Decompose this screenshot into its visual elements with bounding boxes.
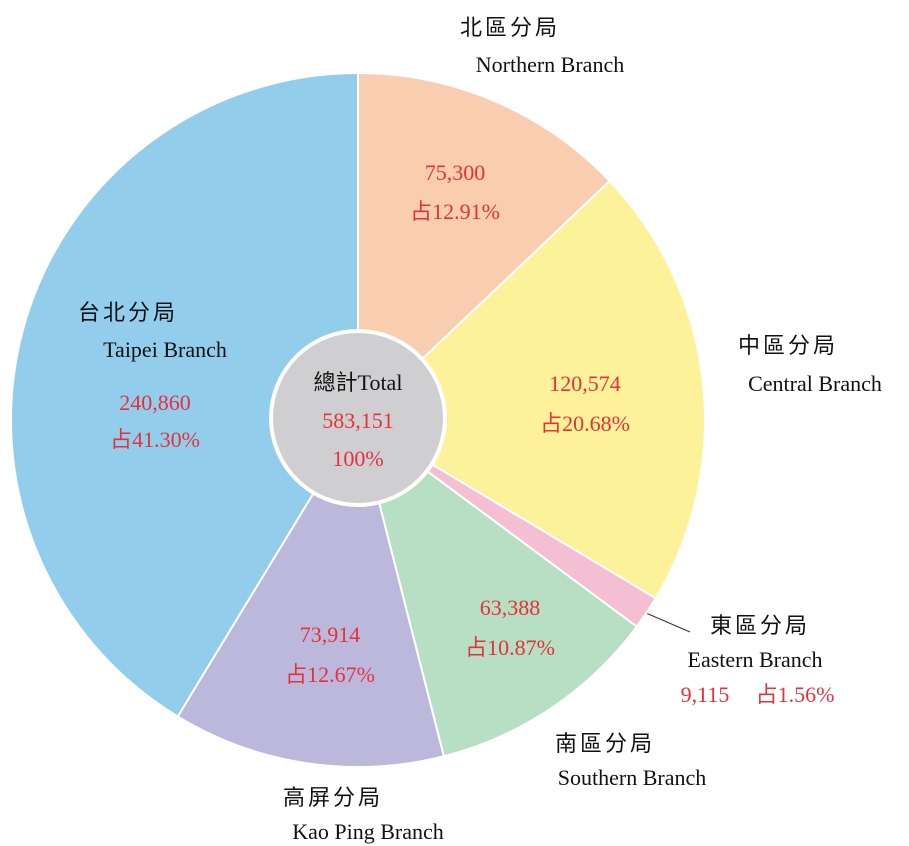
value-label: 240,860 <box>119 390 191 415</box>
percent-label: 占12.67% <box>285 662 375 687</box>
category-label-zh: 台北分局 <box>78 300 178 325</box>
value-label: 63,388 <box>480 595 541 620</box>
value-label: 75,300 <box>425 160 486 185</box>
category-label: Eastern Branch <box>688 647 823 672</box>
slice <box>357 71 612 423</box>
category-label: Northern Branch <box>476 52 624 77</box>
value-label: 9,115 <box>681 682 730 707</box>
total-label: 總計Total <box>314 370 403 395</box>
slice <box>10 71 359 718</box>
category-label-zh: 南區分局 <box>555 731 655 756</box>
category-label: Central Branch <box>748 371 882 396</box>
slice <box>356 417 639 758</box>
category-label-zh: 高屏分局 <box>283 785 383 810</box>
percent-label: 占10.87% <box>465 635 555 660</box>
percent-label: 占20.68% <box>540 411 630 436</box>
category-label-zh: 中區分局 <box>738 333 838 358</box>
category-label: Taipei Branch <box>103 337 227 362</box>
total-percent: 100% <box>332 446 383 471</box>
center-circle <box>269 329 447 507</box>
slice <box>176 417 446 768</box>
category-label-zh: 北區分局 <box>460 15 560 40</box>
category-label-zh: 東區分局 <box>710 613 810 638</box>
leader-line <box>645 612 691 633</box>
total-value: 583,151 <box>322 408 394 433</box>
value-label: 73,914 <box>300 622 361 647</box>
category-label: Kao Ping Branch <box>292 819 444 844</box>
percent-label: 占41.30% <box>110 427 200 452</box>
percent-label: 占1.56% <box>756 682 835 707</box>
value-label: 120,574 <box>549 371 621 396</box>
percent-label: 占12.91% <box>410 199 500 224</box>
category-label: Southern Branch <box>558 765 706 790</box>
slice <box>356 179 706 600</box>
